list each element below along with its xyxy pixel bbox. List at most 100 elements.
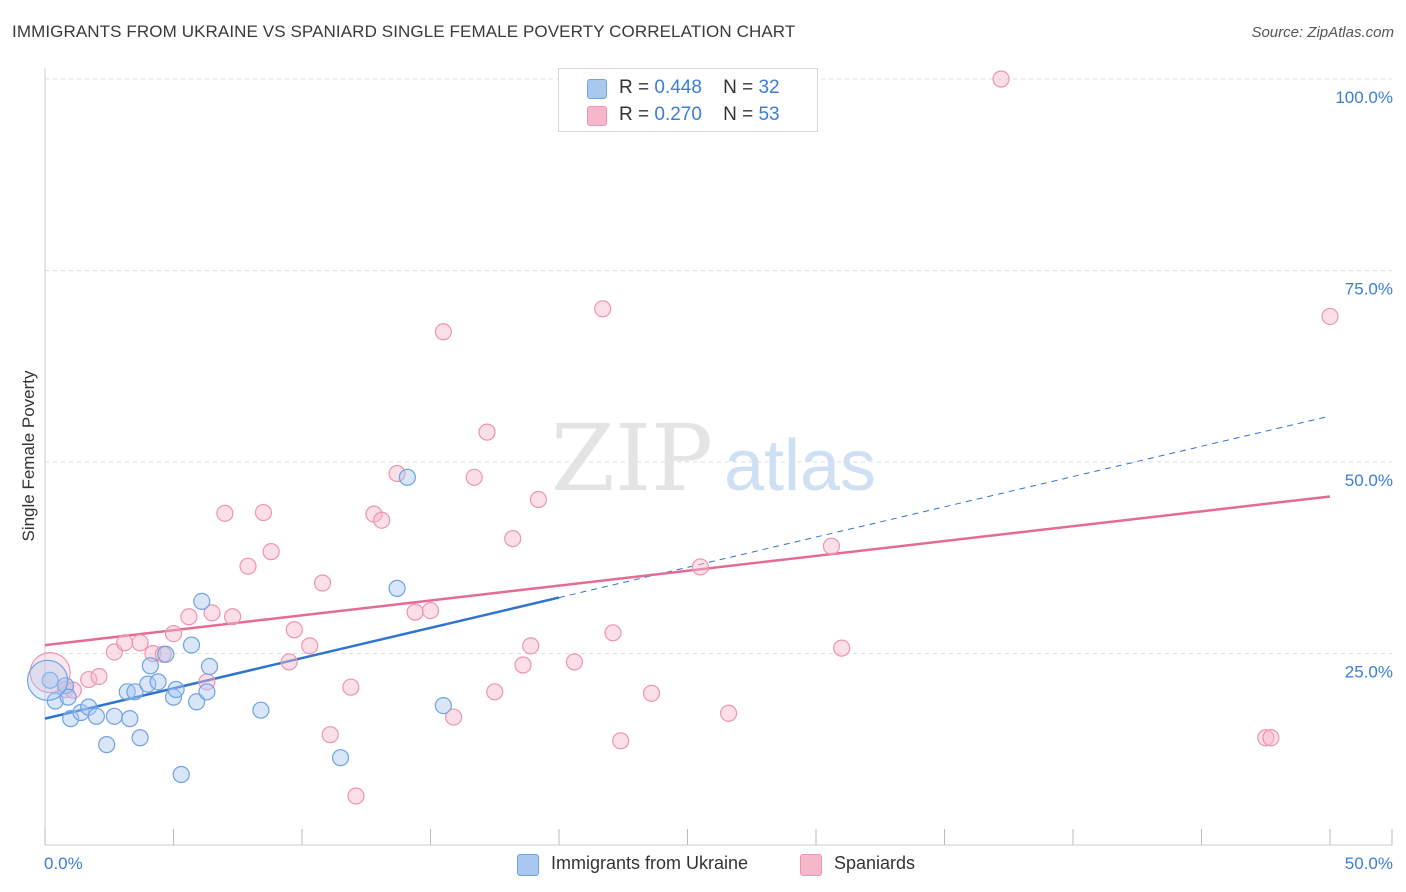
- point-ukraine: [193, 592, 211, 611]
- point-spaniards: [131, 634, 149, 652]
- point-spaniards: [720, 704, 738, 722]
- grid-lines: [45, 78, 1392, 654]
- point-ukraine: [59, 688, 77, 706]
- point-spaniards: [504, 529, 522, 548]
- point-spaniards: [239, 557, 257, 575]
- point-ukraine: [98, 736, 116, 754]
- point-spaniards: [992, 70, 1010, 88]
- chart-title: IMMIGRANTS FROM UKRAINE VS SPANIARD SING…: [12, 22, 796, 41]
- point-ukraine: [131, 729, 149, 747]
- point-spaniards: [612, 732, 630, 750]
- point-spaniards: [833, 639, 851, 657]
- correlation-legend: R = 0.448 N = 32 R = 0.270 N = 53: [558, 68, 818, 132]
- point-spaniards: [342, 678, 360, 696]
- point-ukraine: [121, 710, 139, 728]
- point-spaniards: [216, 504, 234, 522]
- legend-label-spaniards: Spaniards: [834, 853, 916, 873]
- point-spaniards: [691, 558, 709, 576]
- legend-swatch-ukraine: [517, 854, 539, 876]
- source-credit: Source: ZipAtlas.com: [1251, 24, 1394, 41]
- point-ukraine: [188, 693, 206, 711]
- point-ukraine: [172, 765, 190, 784]
- legend-r-value-spaniards: 0.270: [654, 104, 702, 125]
- axes: [44, 68, 1393, 846]
- point-ukraine: [105, 707, 123, 725]
- point-ukraine: [200, 657, 219, 676]
- point-spaniards: [406, 603, 424, 621]
- point-spaniards: [164, 624, 183, 643]
- point-spaniards: [478, 423, 496, 441]
- watermark-zip: ZIP: [551, 405, 713, 512]
- legend-n-label: N =: [723, 77, 754, 98]
- trend-line-ukraine-extrapolated: [558, 415, 1331, 599]
- point-spaniards: [1262, 729, 1280, 747]
- tick-labels: 0.0% 50.0% 25.0% 50.0% 75.0% 100.0%: [44, 88, 1393, 873]
- legend-label-ukraine: Immigrants from Ukraine: [551, 853, 749, 873]
- point-spaniards: [80, 670, 98, 689]
- y-tick-label: 50.0%: [1345, 471, 1393, 490]
- point-spaniards: [642, 684, 661, 702]
- point-spaniards: [373, 511, 391, 529]
- point-ukraine: [167, 680, 185, 699]
- point-spaniards: [604, 624, 622, 642]
- y-tick-label: 100.0%: [1335, 88, 1393, 107]
- point-spaniards: [313, 574, 332, 592]
- x-tick-label: 50.0%: [1345, 854, 1393, 873]
- point-spaniards: [522, 637, 540, 655]
- legend-r-value-ukraine: 0.448: [654, 77, 702, 98]
- point-ukraine: [198, 683, 216, 701]
- point-spaniards: [203, 604, 221, 622]
- point-spaniards: [486, 683, 504, 701]
- point-spaniards: [90, 667, 108, 686]
- point-spaniards: [1321, 307, 1339, 326]
- point-spaniards: [529, 490, 548, 509]
- point-spaniards: [388, 464, 406, 483]
- legend-swatch-spaniards: [587, 106, 607, 126]
- point-ukraine: [41, 671, 59, 689]
- legend-n-label: N =: [723, 104, 754, 125]
- point-ukraine: [157, 645, 175, 663]
- legend-swatch-ukraine: [587, 79, 607, 99]
- legend-n-value-ukraine: 32: [758, 77, 780, 98]
- point-spaniards: [180, 608, 198, 626]
- point-spaniards: [421, 602, 440, 620]
- point-ukraine: [141, 657, 159, 675]
- point-ukraine: [62, 710, 80, 728]
- point-ukraine: [252, 701, 270, 719]
- legend-swatch-spaniards: [800, 854, 822, 876]
- data-points: [26, 70, 1339, 805]
- y-tick-label: 25.0%: [1345, 663, 1393, 682]
- legend-n-value-spaniards: 53: [758, 104, 780, 125]
- point-ukraine: [26, 659, 69, 701]
- point-spaniards: [224, 608, 242, 626]
- point-spaniards: [434, 323, 452, 341]
- point-ukraine: [87, 707, 106, 725]
- point-spaniards: [465, 468, 483, 486]
- y-tick-label: 75.0%: [1345, 280, 1393, 299]
- point-ukraine: [331, 749, 350, 767]
- point-spaniards: [822, 537, 841, 555]
- point-spaniards: [565, 653, 584, 671]
- point-spaniards: [280, 653, 298, 671]
- point-ukraine: [126, 683, 144, 701]
- point-spaniards: [514, 656, 532, 674]
- point-spaniards: [321, 726, 339, 744]
- point-spaniards: [254, 503, 273, 522]
- x-tick-label: 0.0%: [44, 854, 83, 873]
- point-ukraine: [149, 673, 167, 691]
- point-ukraine: [182, 636, 201, 654]
- point-spaniards: [594, 300, 612, 318]
- point-spaniards: [347, 787, 365, 805]
- point-spaniards: [301, 637, 319, 655]
- point-ukraine: [139, 675, 157, 693]
- y-axis-label: Single Female Poverty: [19, 370, 38, 542]
- point-spaniards: [285, 621, 303, 639]
- point-spaniards: [445, 708, 463, 726]
- watermark-atlas: atlas: [724, 426, 876, 506]
- point-spaniards: [1257, 729, 1275, 747]
- trend-line-spaniards: [44, 495, 1331, 647]
- point-ukraine: [398, 468, 416, 486]
- point-ukraine: [434, 696, 452, 715]
- point-spaniards: [116, 634, 134, 652]
